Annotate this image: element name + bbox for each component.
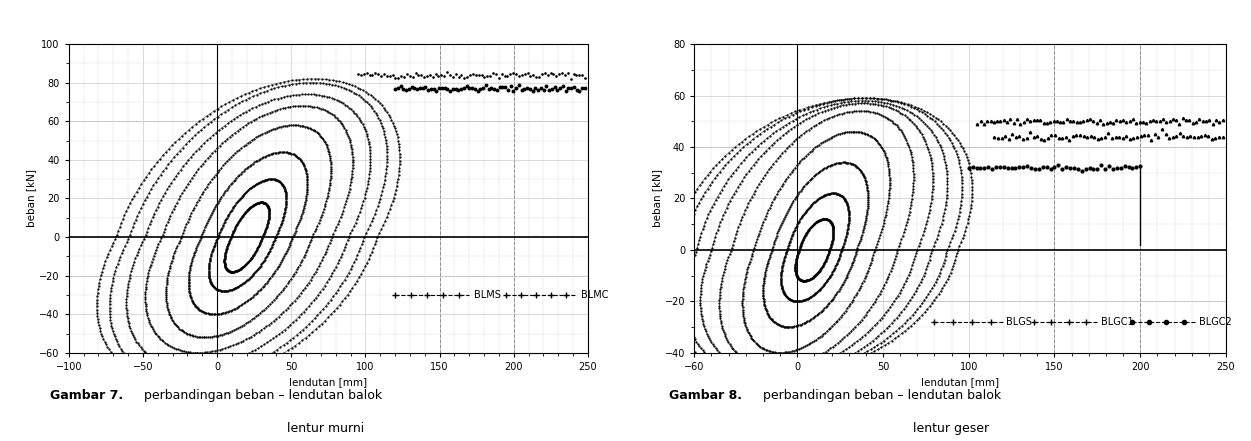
Text: BLMC: BLMC <box>580 290 608 300</box>
Text: BLGC2: BLGC2 <box>1198 317 1231 327</box>
Text: BLGC1: BLGC1 <box>1101 317 1133 327</box>
X-axis label: lendutan [mm]: lendutan [mm] <box>289 377 368 387</box>
Y-axis label: beban [kN]: beban [kN] <box>652 169 662 228</box>
Text: Gambar 7.: Gambar 7. <box>50 389 123 402</box>
Y-axis label: beban [kN]: beban [kN] <box>26 169 36 228</box>
Text: BLGS: BLGS <box>1007 317 1032 327</box>
X-axis label: lendutan [mm]: lendutan [mm] <box>921 377 1000 387</box>
Text: perbandingan beban – lendutan balok: perbandingan beban – lendutan balok <box>759 389 1002 402</box>
Text: perbandingan beban – lendutan balok: perbandingan beban – lendutan balok <box>140 389 383 402</box>
Text: BLMS: BLMS <box>474 290 500 300</box>
Text: lentur geser: lentur geser <box>913 422 988 435</box>
Text: lentur murni: lentur murni <box>286 422 364 435</box>
Text: Gambar 8.: Gambar 8. <box>669 389 742 402</box>
